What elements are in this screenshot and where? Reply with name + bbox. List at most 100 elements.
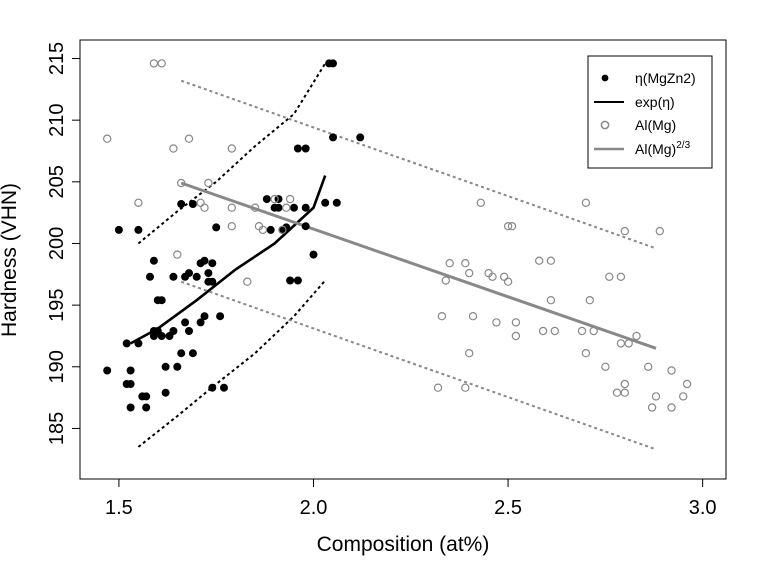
al-point	[667, 403, 676, 412]
al-point	[682, 379, 692, 389]
al-point	[270, 194, 279, 204]
al-point	[468, 312, 478, 321]
eta-point	[212, 223, 221, 232]
eta-point	[208, 277, 217, 286]
eta-point	[200, 256, 209, 265]
eta-point	[262, 195, 271, 204]
al-point	[589, 326, 598, 336]
x-axis: 1.5 2.0 2.5 3.0	[105, 478, 717, 519]
eta-point	[356, 133, 365, 142]
eta-point	[301, 144, 310, 153]
eta-point	[290, 203, 298, 212]
exp-eta-upper-line	[137, 62, 327, 245]
al-point	[488, 272, 497, 281]
al-point	[227, 144, 236, 153]
al-point	[601, 362, 610, 371]
y-tick-label: 210	[46, 103, 68, 136]
al-point	[546, 296, 556, 305]
eta-point	[169, 327, 178, 335]
eta-point	[321, 198, 330, 207]
legend-eta-label: η(MgZn2)	[635, 70, 696, 86]
al-point	[437, 312, 447, 321]
al-point	[535, 256, 544, 265]
eta-point	[177, 200, 186, 208]
eta-point	[266, 225, 275, 234]
al-point	[616, 272, 626, 281]
eta-point	[126, 366, 135, 375]
eta-point	[181, 318, 190, 327]
al-point	[620, 226, 630, 236]
legend-al-fit-superscript: 2/3	[676, 140, 690, 151]
al-point	[285, 194, 295, 204]
eta-point	[177, 349, 186, 358]
al-point	[134, 198, 143, 207]
al-point	[433, 383, 443, 392]
y-tick-label: 190	[46, 350, 68, 383]
al-point	[157, 59, 166, 68]
data-points	[102, 59, 692, 412]
al-mg-fit-line	[180, 181, 657, 350]
eta-point	[157, 332, 166, 340]
legend-al-label: Al(Mg)	[635, 117, 676, 133]
eta-point	[196, 318, 205, 327]
al-point	[169, 144, 178, 153]
al-point	[102, 134, 112, 143]
al-point	[511, 318, 521, 327]
eta-point	[329, 133, 337, 142]
al-point	[632, 331, 641, 341]
legend: η(MgZn2) exp(η) Al(Mg) Al(Mg)2/3	[587, 55, 713, 169]
eta-point	[329, 59, 337, 68]
al-point	[149, 59, 159, 68]
eta-point	[216, 312, 225, 321]
al-point	[581, 198, 591, 207]
al-point	[507, 221, 517, 231]
eta-point	[146, 272, 154, 281]
al-point	[445, 259, 454, 268]
eta-point	[161, 362, 170, 371]
eta-point	[122, 339, 131, 348]
legend-eta-marker	[601, 74, 609, 82]
al-point	[278, 225, 287, 235]
eta-point	[286, 276, 295, 285]
eta-point	[134, 339, 143, 348]
eta-point	[301, 203, 310, 212]
eta-point	[142, 403, 151, 412]
al-point	[644, 362, 653, 371]
al-point	[250, 203, 260, 212]
y-tick-label: 185	[46, 412, 68, 445]
eta-point	[332, 198, 341, 207]
x-tick-label: 1.5	[105, 497, 133, 519]
al-point	[550, 326, 560, 336]
eta-point	[282, 223, 291, 232]
al-point	[204, 178, 213, 188]
legend-al-fit-label-base: Al(Mg)	[635, 141, 676, 157]
eta-point	[192, 272, 201, 281]
al-point	[503, 277, 513, 286]
eta-point	[188, 200, 197, 208]
y-axis-title: Hardness (VHN)	[0, 183, 21, 337]
eta-point	[161, 388, 170, 397]
y-tick-label: 200	[46, 227, 68, 260]
eta-point	[188, 349, 197, 358]
al-point	[585, 296, 595, 305]
al-point	[461, 259, 470, 268]
al-point	[503, 221, 513, 231]
al-point	[605, 272, 614, 281]
eta-point	[149, 256, 158, 265]
al-point	[465, 268, 474, 278]
x-tick-label: 2.0	[300, 497, 328, 519]
eta-point	[200, 312, 209, 321]
x-tick-label: 3.0	[689, 497, 717, 519]
al-point	[577, 326, 587, 336]
al-point	[282, 203, 291, 212]
legend-al-fit-label: Al(Mg)2/3	[635, 140, 691, 157]
exp-eta-lower-line	[137, 279, 326, 448]
eta-point	[169, 272, 178, 281]
al-point	[200, 203, 209, 212]
al-point	[476, 198, 485, 207]
al-point	[184, 134, 194, 143]
eta-point	[157, 296, 166, 305]
y-axis: 185 190 195 200 205 210 215	[46, 42, 81, 445]
legend-al-marker	[600, 120, 610, 130]
